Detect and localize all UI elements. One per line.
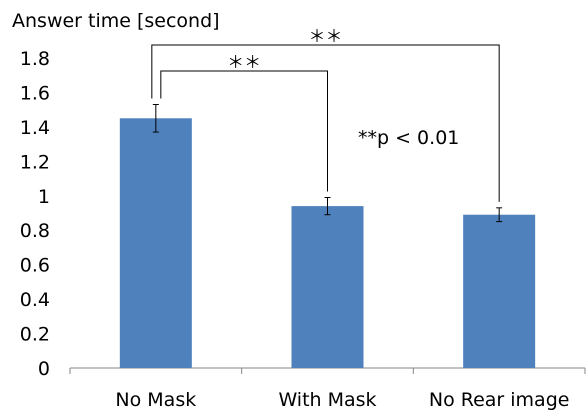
x-tick-label: No Mask (115, 389, 196, 411)
bar-no-mask (119, 118, 192, 369)
bar-no-rear-image (463, 214, 536, 368)
significance-note: **p < 0.01 (358, 127, 459, 149)
y-tick-label: 0.4 (20, 289, 50, 311)
y-tick-label: 1.6 (20, 82, 50, 104)
y-tick-label: 0.6 (20, 255, 50, 277)
y-tick-label: 1.8 (20, 48, 50, 70)
bar-with-mask (291, 206, 364, 368)
significance-stars: ＊＊ (309, 27, 343, 47)
y-tick-label: 1.4 (20, 117, 50, 139)
error-bar (496, 207, 503, 223)
y-tick-label: 0.2 (20, 324, 50, 346)
error-bar (152, 104, 159, 133)
error-bar (324, 197, 331, 216)
significance-bracket (151, 44, 500, 202)
x-tick-label: With Mask (278, 389, 376, 411)
significance-stars: ＊＊ (227, 53, 261, 73)
x-tick-label: No Rear image (429, 389, 570, 411)
y-tick-label: 1 (38, 186, 50, 208)
y-tick-label: 1.2 (20, 151, 50, 173)
y-tick-label: 0.8 (20, 220, 50, 242)
significance-bracket (160, 70, 328, 192)
y-tick-label: 0 (38, 358, 50, 380)
y-axis-label: Answer time [second] (12, 10, 220, 32)
